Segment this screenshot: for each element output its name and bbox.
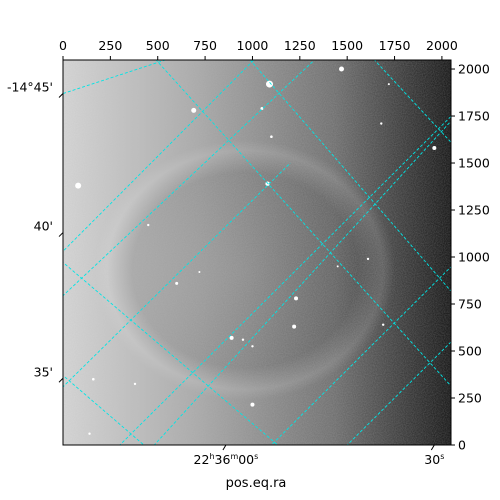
x-pixel-axis-top: 0 250 500 750 1000 1250 1500 1750 2000 xyxy=(59,38,458,60)
star xyxy=(251,345,254,348)
star xyxy=(92,377,95,381)
star xyxy=(381,323,385,326)
x-tick-label: 250 xyxy=(98,38,122,53)
star xyxy=(198,271,201,274)
x-tick-label: 500 xyxy=(146,38,170,53)
star xyxy=(175,281,179,285)
star xyxy=(366,257,370,261)
star xyxy=(191,107,197,113)
ra-tick-label: 30s xyxy=(424,452,444,467)
star xyxy=(338,66,344,72)
image-area xyxy=(63,60,451,445)
coordinate-grid xyxy=(63,60,451,445)
y-tick-label: 1000 xyxy=(458,250,490,265)
grid-line xyxy=(346,341,451,445)
grid-line xyxy=(153,120,451,445)
star xyxy=(380,122,383,125)
grid-line xyxy=(270,266,451,445)
dec-tick-mark xyxy=(58,232,64,237)
y-tick-label: 1250 xyxy=(458,203,490,218)
y-tick-label: 2000 xyxy=(458,62,490,77)
star xyxy=(270,135,273,138)
point-sources xyxy=(75,66,437,435)
dec-tick-mark xyxy=(58,93,64,98)
star xyxy=(292,324,297,329)
star xyxy=(387,83,390,86)
grid-line xyxy=(373,60,451,143)
dec-tick-label: 40' xyxy=(34,219,53,234)
x-tick-label: 1500 xyxy=(331,38,363,53)
y-tick-label: 1750 xyxy=(458,109,490,124)
x-tick-label: 2000 xyxy=(426,38,458,53)
x-tick-label: 1000 xyxy=(237,38,269,53)
dec-tick-label: -14°45' xyxy=(7,79,53,94)
x-tick-label: 0 xyxy=(59,38,67,53)
x-tick-label: 1750 xyxy=(379,38,411,53)
grid-line xyxy=(155,60,451,387)
x-axis-label: pos.eq.ra xyxy=(226,476,287,491)
ra-axis-bottom: 22h36m00s 30s xyxy=(194,444,444,467)
plot-frame xyxy=(62,59,452,446)
star xyxy=(133,382,137,386)
ra-tick-label: 22h36m00s xyxy=(194,452,259,467)
y-pixel-axis-right: 0 250 500 750 1000 1250 1500 1750 2000 xyxy=(451,62,490,453)
y-tick-label: 0 xyxy=(458,438,466,453)
star xyxy=(432,145,437,150)
grid-line xyxy=(249,60,451,292)
ra-tick-mark xyxy=(222,444,227,451)
star xyxy=(75,182,82,189)
grid-line xyxy=(63,261,279,445)
grid-line xyxy=(63,162,291,388)
grid-line xyxy=(63,60,316,297)
star xyxy=(250,402,255,407)
y-tick-label: 250 xyxy=(458,391,482,406)
star xyxy=(88,432,91,435)
grid-line xyxy=(119,115,451,445)
star xyxy=(147,223,150,227)
y-tick-label: 500 xyxy=(458,344,482,359)
star xyxy=(260,107,264,111)
y-tick-label: 1500 xyxy=(458,156,490,171)
star xyxy=(294,296,299,301)
x-tick-label: 750 xyxy=(193,38,217,53)
dec-axis-left: -14°45' 40' 35' xyxy=(7,79,64,383)
y-tick-label: 750 xyxy=(458,297,482,312)
star xyxy=(266,80,274,88)
grid-line xyxy=(63,60,255,252)
star xyxy=(241,338,245,341)
dec-tick-mark xyxy=(58,377,64,383)
x-tick-label: 1250 xyxy=(284,38,316,53)
star xyxy=(336,265,339,268)
ra-tick-mark xyxy=(430,444,435,451)
dec-tick-label: 35' xyxy=(34,364,53,379)
star xyxy=(229,335,234,340)
